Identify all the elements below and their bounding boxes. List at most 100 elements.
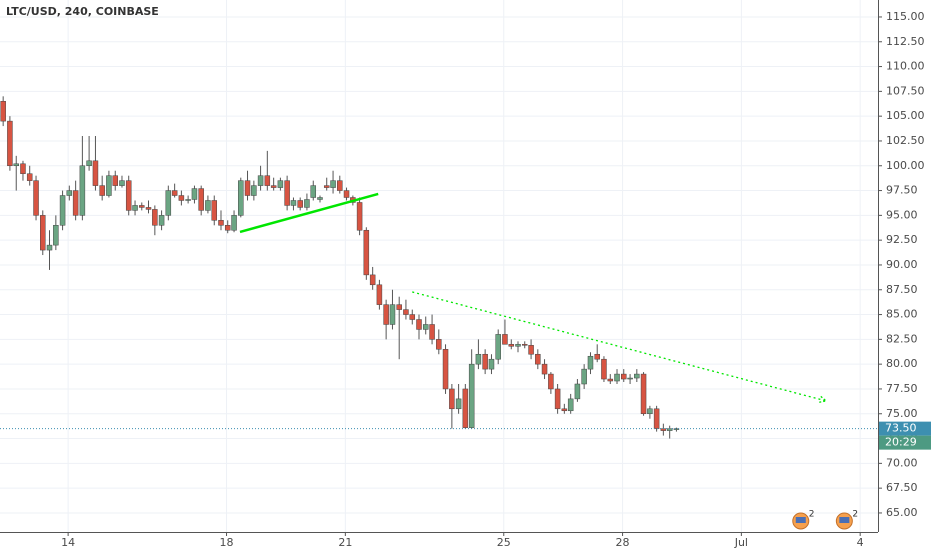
candle-body: [125, 180, 132, 211]
y-tick-label: 95.00: [886, 208, 918, 221]
candle-body: [337, 180, 343, 191]
candle-body: [488, 358, 495, 370]
candle-body: [356, 202, 363, 231]
candle-body: [554, 388, 561, 410]
candle-body: [158, 215, 165, 226]
candle-body: [218, 220, 224, 226]
candle-body: [383, 304, 389, 325]
candle-body: [79, 165, 86, 216]
candle-body: [185, 199, 191, 201]
candle-body: [231, 215, 237, 231]
candle-body: [462, 388, 469, 428]
candle-body: [363, 229, 370, 276]
chart-title: LTC/USD, 240, COINBASE: [6, 5, 159, 18]
trend-line: [239, 192, 379, 234]
candle-body: [468, 363, 475, 428]
candle-body: [106, 175, 112, 196]
candle-body: [211, 200, 218, 221]
candle-body: [20, 163, 26, 174]
y-tick-label: 102.50: [886, 134, 925, 147]
candle-body: [455, 398, 462, 410]
candle-body: [33, 180, 39, 216]
event-flag: [839, 517, 850, 523]
event-count: 2: [852, 510, 858, 520]
candle-body: [640, 373, 647, 415]
y-tick-label: 107.50: [886, 84, 925, 97]
candle-body: [171, 190, 178, 196]
candle-body: [191, 188, 198, 200]
candle-body: [422, 324, 429, 330]
candle-body: [627, 377, 633, 380]
candle-body: [13, 163, 19, 167]
candle-body: [297, 200, 303, 208]
candle-body: [653, 408, 660, 429]
x-tick-label: 28: [616, 536, 630, 549]
candle-body: [205, 200, 211, 211]
candle-body: [528, 345, 534, 355]
candle-body: [330, 180, 336, 188]
candle-body: [72, 190, 79, 216]
y-tick-label: 100.00: [886, 159, 925, 172]
y-tick-label: 70.00: [886, 456, 918, 469]
candle-body: [59, 195, 66, 226]
candle-body: [224, 225, 231, 231]
y-tick-label: 65.00: [886, 506, 918, 519]
x-tick-label: 4: [857, 536, 864, 549]
y-tick-label: 92.50: [886, 233, 918, 246]
candle-body: [449, 388, 455, 410]
candle-body: [26, 173, 33, 181]
candle-body: [594, 353, 600, 360]
y-tick-label: 90.00: [886, 258, 918, 271]
candle-body: [119, 180, 125, 186]
candle-body: [86, 160, 92, 167]
y-tick-label: 75.00: [886, 407, 918, 420]
candle-body: [317, 197, 323, 200]
candle-body: [178, 195, 185, 201]
candle-body: [257, 175, 264, 186]
candle-body: [389, 304, 396, 325]
candle-body: [112, 175, 118, 186]
trend-line: [412, 291, 827, 402]
candle-body: [601, 358, 607, 380]
candle-body: [508, 344, 515, 347]
candle-body: [396, 304, 402, 310]
event-count: 2: [809, 510, 815, 520]
candle-body: [416, 319, 422, 330]
event-flag: [795, 517, 806, 523]
candle-body: [40, 215, 46, 251]
candle-body: [495, 334, 501, 360]
candle-body: [614, 373, 620, 382]
y-tick-label: 82.50: [886, 332, 918, 345]
candle-body: [290, 200, 297, 206]
y-tick-label: 105.00: [886, 109, 925, 122]
y-tick-label: 112.50: [886, 35, 925, 48]
countdown-label: 20:29: [885, 436, 917, 449]
candle-body: [607, 378, 614, 382]
candle-body: [482, 353, 488, 370]
candle-body: [323, 185, 330, 188]
candle-body: [145, 207, 152, 210]
candle-body: [521, 344, 528, 346]
last-price-label: 73.50: [885, 422, 917, 435]
candle-body: [515, 344, 521, 347]
y-tick-label: 80.00: [886, 357, 918, 370]
candle-body: [198, 188, 204, 211]
candle-body: [165, 190, 172, 216]
candle-body: [475, 353, 482, 365]
x-tick-label: 25: [497, 536, 511, 549]
candle-body: [0, 101, 6, 122]
candle-body: [535, 353, 541, 365]
candle-body: [270, 185, 277, 188]
y-tick-label: 97.50: [886, 184, 918, 197]
candle-body: [53, 225, 59, 246]
candle-body: [587, 355, 594, 370]
x-tick-label: Jul: [734, 536, 748, 549]
candle-body: [376, 284, 383, 305]
y-tick-label: 85.00: [886, 308, 918, 321]
countdown-box: [879, 435, 931, 450]
candle-body: [152, 209, 158, 226]
x-tick-label: 21: [338, 536, 352, 549]
